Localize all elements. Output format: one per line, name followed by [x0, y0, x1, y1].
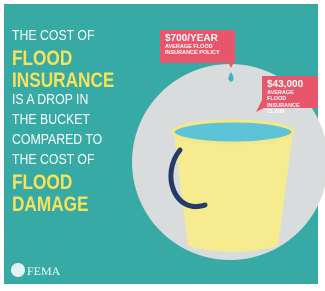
headline-line: INSURANCE — [12, 70, 114, 91]
callout-amount: $700/YEAR — [165, 33, 230, 44]
headline-line: FLOOD — [12, 172, 72, 193]
headline-line: DAMAGE — [12, 194, 89, 215]
headline-line: FLOOD — [12, 48, 72, 69]
callout-label: AVERAGE FLOOD INSURANCE POLICY — [165, 44, 230, 57]
headline-line: IS A DROP IN — [12, 92, 88, 107]
callout: $43,000 AVERAGE FLOOD INSURANCE CLAIM — [262, 76, 318, 108]
logo: FEMA — [27, 264, 60, 279]
headline-line: THE COST OF — [12, 152, 94, 167]
callout-amount: $43,000 — [267, 79, 313, 90]
callout-label: AVERAGE FLOOD INSURANCE CLAIM — [267, 90, 313, 115]
headline-line: THE COST OF — [12, 28, 94, 43]
bucket-water — [173, 121, 293, 143]
headline-line: COMPARED TO — [12, 132, 102, 147]
logo-seal — [11, 263, 25, 277]
infographic: THE COST OFFLOODINSURANCEIS A DROP INTHE… — [0, 0, 325, 291]
headline-line: THE BUCKET — [12, 112, 90, 127]
callout: $700/YEAR AVERAGE FLOOD INSURANCE POLICY — [160, 30, 235, 63]
bucket-body — [174, 132, 293, 252]
